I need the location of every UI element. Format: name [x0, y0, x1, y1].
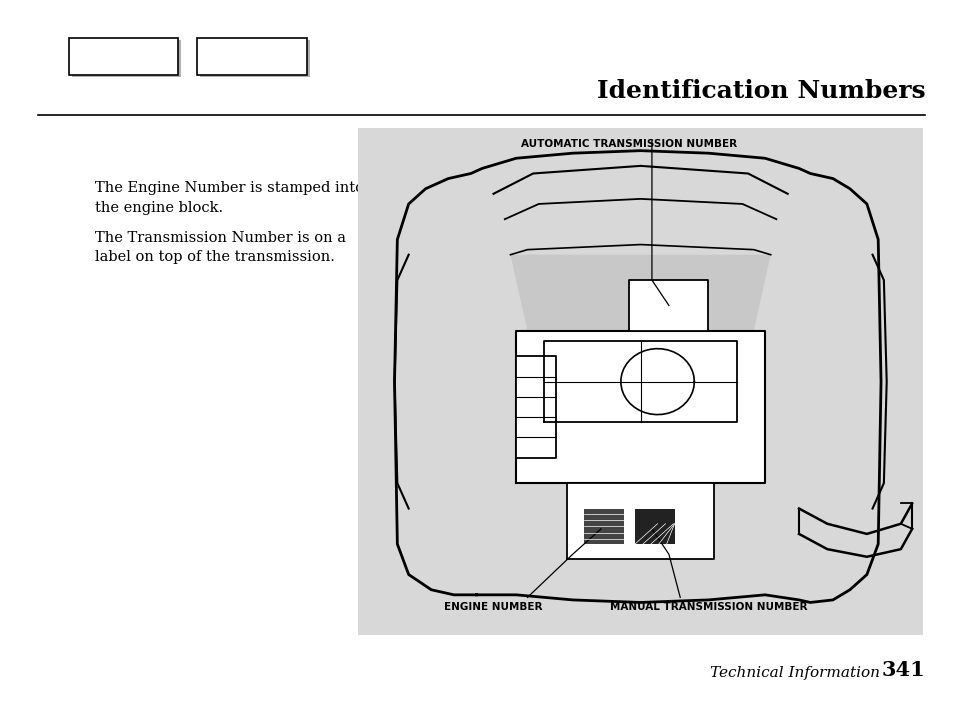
Polygon shape	[544, 341, 736, 422]
Polygon shape	[566, 483, 714, 559]
Bar	[71, 40, 181, 77]
Text: AUTOMATIC TRANSMISSION NUMBER: AUTOMATIC TRANSMISSION NUMBER	[520, 139, 737, 149]
Bar	[200, 40, 310, 77]
Bar	[357, 128, 923, 635]
Polygon shape	[583, 508, 623, 544]
Polygon shape	[629, 280, 708, 331]
Polygon shape	[395, 151, 881, 603]
Text: 341: 341	[881, 660, 924, 680]
Text: ENGINE NUMBER: ENGINE NUMBER	[444, 603, 542, 613]
Bar	[197, 38, 307, 75]
Polygon shape	[635, 508, 674, 544]
Polygon shape	[510, 255, 770, 331]
Bar	[69, 38, 178, 75]
Polygon shape	[516, 356, 556, 458]
Polygon shape	[516, 331, 764, 483]
Text: The Transmission Number is on a
label on top of the transmission.: The Transmission Number is on a label on…	[95, 231, 346, 264]
Text: The Engine Number is stamped into
the engine block.: The Engine Number is stamped into the en…	[95, 181, 364, 214]
Text: MANUAL TRANSMISSION NUMBER: MANUAL TRANSMISSION NUMBER	[609, 603, 806, 613]
Text: Technical Information: Technical Information	[709, 666, 879, 680]
Text: Identification Numbers: Identification Numbers	[597, 79, 924, 103]
